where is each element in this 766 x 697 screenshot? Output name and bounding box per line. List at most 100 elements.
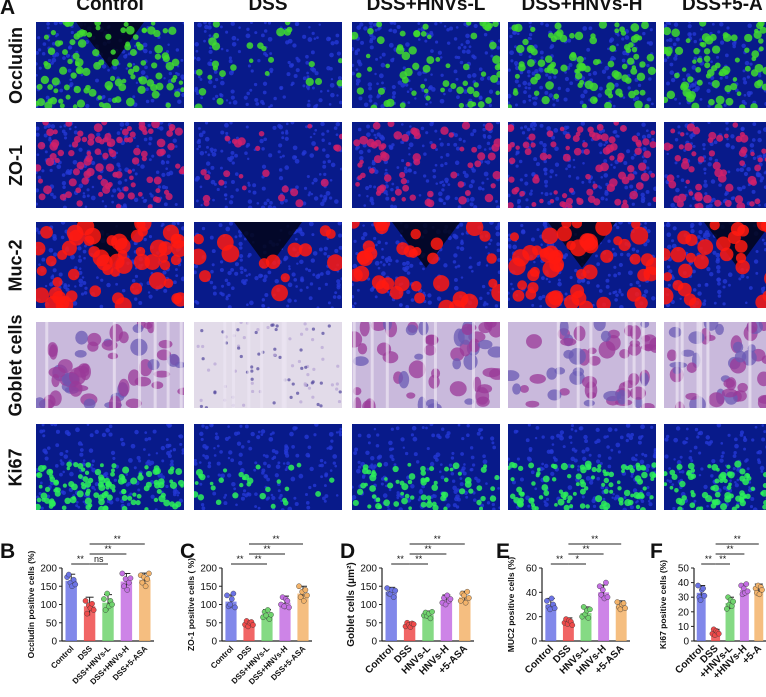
- micrograph-muc2-3: [352, 222, 500, 308]
- data-point: [548, 595, 555, 602]
- bar: [102, 602, 114, 641]
- data-point: [102, 607, 109, 613]
- panel-label-c: C: [180, 540, 196, 563]
- y-axis-label: Occludin positive cells (%): [26, 550, 36, 658]
- y-tick-label: 60: [526, 564, 538, 575]
- data-point: [297, 594, 304, 601]
- micrograph-occludin-1: [36, 22, 184, 108]
- data-point: [547, 606, 553, 613]
- data-point: [442, 601, 449, 608]
- y-axis-label: MUC2 positive cells (%): [506, 557, 516, 653]
- bar: [139, 579, 151, 641]
- significance-label: **: [734, 535, 742, 544]
- micrograph-goblet-1: [36, 322, 184, 408]
- data-point: [121, 583, 127, 590]
- row-label-muc2: Muc-2: [5, 238, 26, 292]
- y-tick-label: 50: [206, 618, 218, 629]
- bar: [297, 593, 309, 641]
- micrograph-occludin-2: [194, 22, 342, 108]
- zo1-bar-chart: 0 50 100 150 200 ZO-1 positive cells ( %) Cont…: [186, 535, 312, 686]
- data-point: [620, 600, 627, 607]
- micrograph-goblet-2: [194, 322, 342, 408]
- data-point: [617, 606, 624, 613]
- significance-label: **: [104, 544, 112, 554]
- data-point: [144, 576, 151, 582]
- data-point: [89, 600, 95, 607]
- data-point: [390, 594, 397, 601]
- micrograph-muc2-4: [508, 222, 656, 308]
- column-header-hnvs-h: DSS+HNVs-H: [521, 0, 643, 15]
- data-point: [139, 579, 146, 586]
- micrograph-ki67-3: [352, 424, 500, 510]
- data-point: [569, 622, 576, 628]
- micrograph-muc2-2: [194, 222, 342, 308]
- column-header-dss: DSS: [248, 0, 288, 15]
- micrograph-zo1-3: [352, 122, 500, 208]
- data-point: [544, 598, 550, 604]
- micrograph-goblet-5: [664, 322, 766, 408]
- data-point: [127, 575, 134, 582]
- significance-label: **: [591, 535, 599, 544]
- x-tick-label: Control: [363, 643, 396, 676]
- data-point: [551, 605, 558, 611]
- y-tick-label: 0: [531, 637, 537, 648]
- data-point: [281, 603, 288, 610]
- bar: [739, 589, 749, 641]
- row-label-ki67: Ki67: [5, 447, 26, 487]
- data-point: [466, 595, 472, 601]
- row-label-zo1: ZO-1: [5, 144, 26, 186]
- micrograph-zo1-4: [508, 122, 656, 208]
- y-tick-label: 200: [40, 564, 57, 575]
- y-axis-label: Goblet cells (μm²): [346, 562, 357, 646]
- panel-label-e: E: [496, 540, 511, 563]
- bar: [422, 614, 434, 641]
- micrograph-goblet-3: [352, 322, 500, 408]
- y-tick-label: 100: [40, 600, 57, 611]
- data-point: [715, 630, 722, 637]
- y-tick-label: 50: [678, 564, 690, 575]
- micrograph-ki67-2: [194, 424, 342, 510]
- y-tick-label: 30: [678, 593, 690, 604]
- micrograph-ki67-1: [36, 424, 184, 510]
- data-point: [302, 587, 309, 593]
- data-point: [119, 570, 126, 577]
- data-point: [224, 592, 230, 599]
- data-point: [264, 607, 271, 613]
- micrograph-ki67-5: [664, 424, 766, 510]
- row-label-occludin: Occludin: [5, 26, 26, 104]
- data-point: [268, 611, 274, 618]
- y-tick-label: 100: [200, 600, 217, 611]
- y-tick-label: 150: [360, 582, 377, 593]
- significance-label: **: [236, 554, 244, 564]
- data-point: [284, 598, 291, 604]
- panel-label-b: B: [0, 540, 16, 563]
- column-header-control: Control: [76, 0, 144, 15]
- data-point: [427, 615, 434, 622]
- significance-label: **: [582, 544, 590, 554]
- bar: [403, 624, 416, 641]
- significance-label: **: [254, 554, 262, 564]
- significance-label: **: [726, 544, 734, 554]
- data-point: [72, 581, 79, 588]
- occludin-bar-chart: 0 50 100 150 200 Occludin positive cells (%) C…: [26, 535, 154, 686]
- bar: [385, 591, 397, 641]
- y-axis-label: Ki67 positive cells (%): [658, 560, 668, 649]
- data-point: [587, 606, 593, 613]
- data-point: [146, 570, 152, 577]
- bar: [120, 581, 133, 641]
- data-point: [232, 604, 238, 611]
- y-tick-label: 0: [211, 637, 217, 648]
- data-point: [84, 610, 90, 617]
- bar: [261, 614, 273, 641]
- significance-label: **: [397, 554, 405, 564]
- data-point: [701, 592, 708, 599]
- data-point: [603, 579, 609, 586]
- data-point: [461, 592, 467, 599]
- significance-label: ns: [94, 554, 104, 564]
- data-point: [697, 597, 704, 603]
- micrograph-zo1-5: [664, 122, 766, 208]
- y-tick-label: 100: [360, 600, 377, 611]
